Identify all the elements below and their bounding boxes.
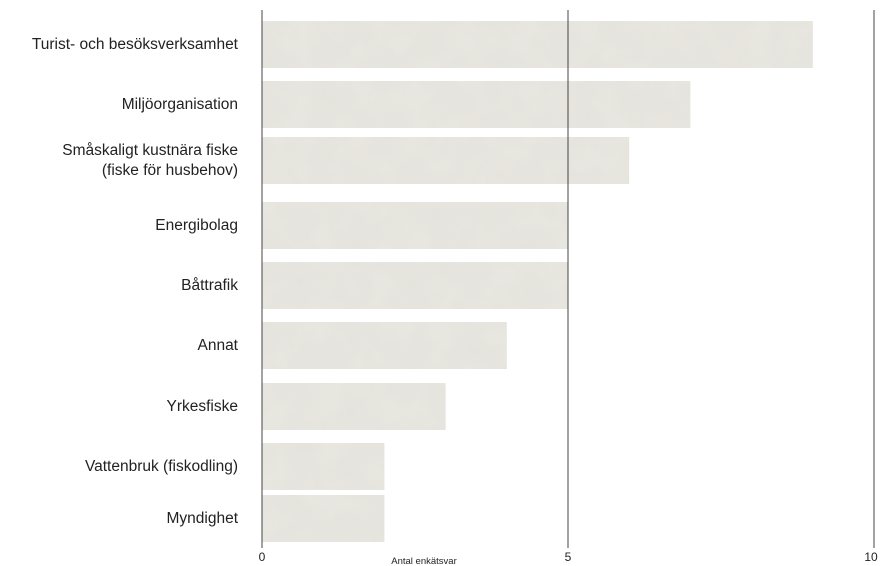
category-label: Energibolag xyxy=(155,217,238,234)
bar xyxy=(262,322,507,369)
category-label: Turist- och besöksverksamhet xyxy=(32,36,239,53)
category-label: Myndighet xyxy=(166,510,238,527)
category-label: Båttrafik xyxy=(181,277,238,294)
bar xyxy=(262,81,691,128)
bar xyxy=(262,383,446,430)
category-label: Yrkesfiske xyxy=(167,398,239,415)
bar xyxy=(262,21,813,68)
x-tick-label: 5 xyxy=(565,550,572,564)
category-label: Småskaligt kustnära fiske xyxy=(62,142,238,159)
category-label: Miljöorganisation xyxy=(122,96,238,113)
category-label: (fiske för husbehov) xyxy=(102,162,238,179)
category-labels: Turist- och besöksverksamhet Miljöorganis… xyxy=(32,36,239,527)
bar xyxy=(262,262,568,309)
x-axis-ticks: 0 5 10 xyxy=(259,550,878,564)
bars-layer xyxy=(262,21,813,542)
bar xyxy=(262,137,630,184)
gridlines xyxy=(261,10,875,548)
bar xyxy=(262,495,385,542)
bar xyxy=(262,443,385,490)
bar xyxy=(262,202,568,249)
x-tick-label: 0 xyxy=(259,550,266,564)
category-label: Vattenbruk (fiskodling) xyxy=(85,458,238,475)
x-axis-title: Antal enkätsvar xyxy=(391,556,456,566)
category-label: Annat xyxy=(197,337,238,354)
x-tick-label: 10 xyxy=(864,550,878,564)
